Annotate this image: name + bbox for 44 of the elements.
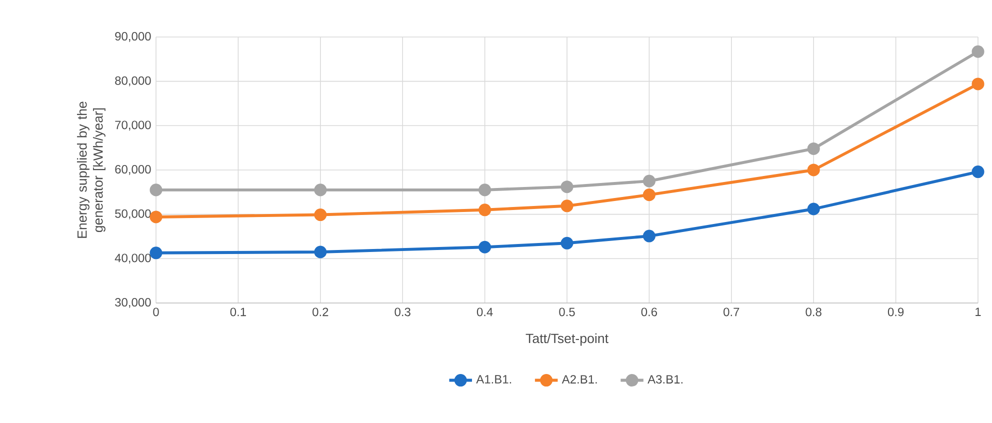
point xyxy=(314,184,327,196)
x-tick-label: 0.7 xyxy=(724,308,740,316)
point xyxy=(560,236,574,250)
legend-label: A1.B1. xyxy=(476,375,512,384)
point xyxy=(478,184,492,196)
point xyxy=(807,164,820,176)
point xyxy=(150,210,162,224)
legend-label: A2.B1. xyxy=(562,375,597,384)
point xyxy=(150,184,162,196)
y-tick-label: 30,000 xyxy=(115,298,151,308)
point xyxy=(972,165,984,178)
point xyxy=(314,208,327,222)
y-tick-label: 80,000 xyxy=(115,76,151,86)
x-tick-label: 0.4 xyxy=(476,308,493,316)
point xyxy=(150,246,162,260)
point xyxy=(478,204,492,216)
point xyxy=(642,188,656,202)
x-tick-label: 0.8 xyxy=(806,308,822,316)
x-tick-label: 0.1 xyxy=(230,308,246,316)
y-axis-title: Energy supplied by the generator [kWh/year] xyxy=(77,102,106,238)
point xyxy=(642,230,656,242)
y-tick-label: 90,000 xyxy=(115,32,151,42)
point xyxy=(478,240,492,254)
point xyxy=(807,142,820,155)
x-tick-label: 0.5 xyxy=(559,308,575,316)
point xyxy=(972,45,984,58)
point xyxy=(972,78,984,90)
x-tick-label: 1 xyxy=(976,308,981,316)
y-tick-label: 60,000 xyxy=(115,165,151,175)
legend-label: A3.B1. xyxy=(648,375,682,384)
y-tick-label: 40,000 xyxy=(114,254,151,264)
point xyxy=(560,200,574,212)
x-tick-label: 0.2 xyxy=(312,308,328,316)
y-tick-label: 70,000 xyxy=(115,120,151,131)
x-tick-label: 0.3 xyxy=(394,308,410,316)
x-axis-title: Tatt/Tset-point xyxy=(526,333,608,346)
x-tick-label: 0 xyxy=(153,308,159,316)
point xyxy=(807,202,820,216)
x-tick-label: 0.6 xyxy=(641,308,658,316)
point xyxy=(560,180,574,194)
x-tick-label: 0.9 xyxy=(888,308,904,316)
point xyxy=(314,246,327,258)
point xyxy=(642,174,656,188)
y-tick-label: 50,000 xyxy=(115,209,151,220)
